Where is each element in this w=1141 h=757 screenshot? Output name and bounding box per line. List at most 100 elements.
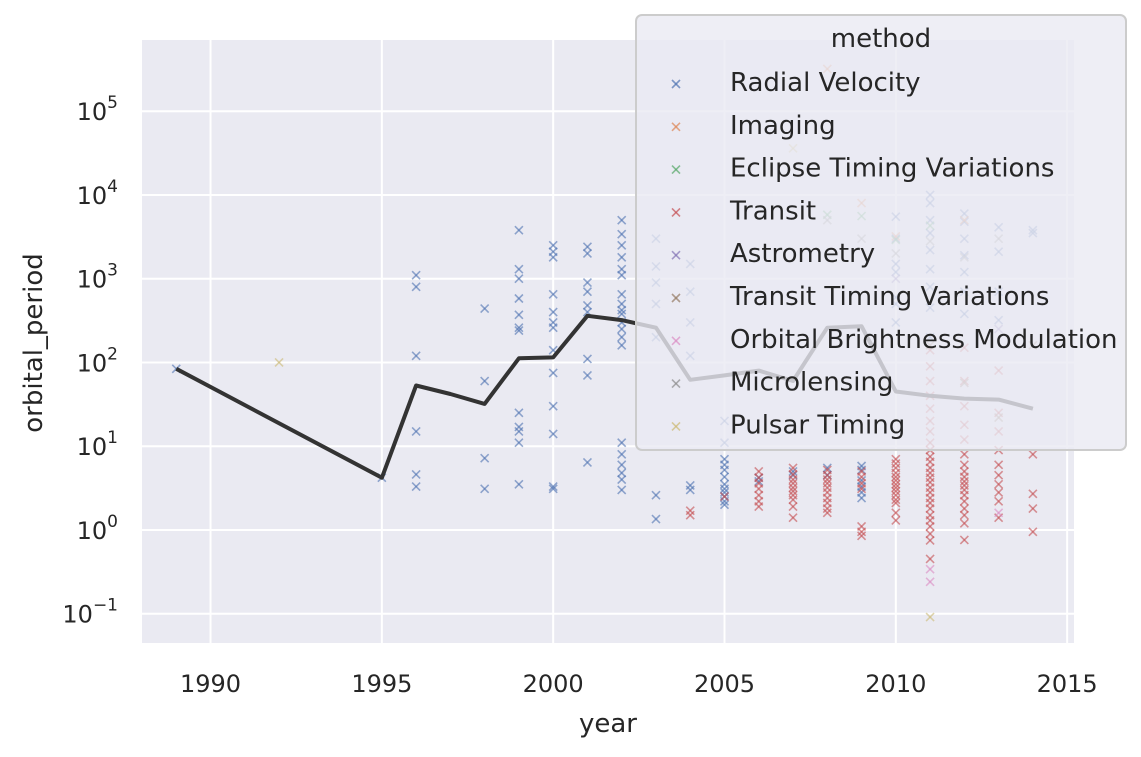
scatter-point — [1028, 489, 1038, 499]
scatter-point — [959, 503, 969, 514]
scatter-point — [514, 225, 524, 235]
scatter-point — [514, 293, 524, 304]
y-axis-title: orbital_period — [19, 253, 49, 433]
scatter-point — [411, 282, 421, 292]
scatter-point — [994, 496, 1004, 506]
legend-marker — [671, 379, 681, 389]
scatter-point — [754, 502, 764, 512]
legend-entry: Pulsar Timing — [671, 410, 905, 440]
scatter-point — [1028, 527, 1038, 537]
legend-box — [635, 14, 1127, 451]
scatter-point — [514, 326, 524, 336]
scatter-point — [891, 515, 901, 525]
x-tick-labels: 1990 1995 2000 2005 2010 2015 — [180, 670, 1098, 698]
scatter-point — [719, 484, 730, 494]
scatter-point — [480, 376, 490, 386]
y-tick-label: 103 — [77, 261, 118, 294]
scatter-point — [754, 476, 764, 486]
scatter-point — [411, 351, 421, 361]
scatter-point — [514, 479, 524, 489]
legend-label: Microlensing — [730, 368, 893, 398]
x-tick-label: 1995 — [351, 670, 412, 698]
scatter-point — [891, 495, 901, 505]
scatter-point — [617, 289, 627, 299]
scatter-point — [925, 529, 935, 539]
scatter-point — [788, 483, 798, 493]
scatter-point — [994, 508, 1004, 518]
scatter-point — [925, 554, 935, 564]
scatter-point — [514, 438, 524, 448]
legend-entry: Eclipse Timing Variations — [671, 154, 1054, 184]
scatter-point — [274, 357, 284, 368]
legend-entries: Radial Velocity Imaging Eclipse Timing Var… — [671, 68, 1118, 440]
legend-entry: Astrometry — [671, 239, 875, 269]
scatter-point — [514, 310, 524, 320]
legend-marker — [671, 336, 681, 346]
scatter-point — [959, 476, 969, 486]
scatter-point — [822, 508, 832, 518]
y-tick-labels: 10−1 100 101 102 103 104 105 — [62, 93, 118, 629]
scatter-point — [856, 531, 867, 541]
scatter-point — [548, 401, 558, 411]
y-tick-label: 10−1 — [62, 596, 118, 629]
scatter-point — [685, 510, 695, 520]
scatter-point — [480, 484, 490, 494]
scatter-point — [959, 535, 969, 545]
scatter-point — [582, 277, 593, 288]
legend-label: Radial Velocity — [730, 68, 921, 98]
scatter-point — [822, 474, 832, 485]
scatter-point — [514, 408, 524, 418]
scatter-point — [856, 493, 867, 503]
scatter-point — [514, 274, 524, 284]
scatter-point — [719, 472, 730, 482]
scatter-point — [617, 460, 627, 470]
scatter-point — [891, 468, 901, 478]
scatter-point — [788, 486, 798, 496]
scatter-point — [617, 474, 627, 485]
scatter-point — [788, 502, 798, 512]
scatter-point — [411, 481, 421, 492]
legend-marker — [671, 293, 681, 303]
scatter-point — [548, 368, 558, 378]
x-tick-label: 2000 — [523, 670, 584, 698]
legend-entry: Orbital Brightness Modulation — [671, 325, 1118, 355]
scatter-point — [685, 485, 695, 495]
x-tick-label: 2005 — [694, 670, 755, 698]
scatter-point — [925, 503, 935, 514]
scatter-point — [548, 307, 558, 317]
scatter-point — [548, 429, 558, 439]
scatter-point — [788, 463, 798, 473]
scatter-point — [719, 487, 730, 498]
scatter-point — [411, 270, 421, 280]
scatter-point — [617, 438, 627, 448]
scatter-point — [651, 514, 661, 524]
scatter-point — [891, 508, 901, 518]
scatter-point — [617, 270, 627, 280]
legend-entry: Imaging — [671, 111, 836, 141]
scatter-point — [788, 466, 798, 476]
legend-entry: Microlensing — [671, 368, 893, 398]
scatter-point — [582, 370, 593, 380]
x-tick-label: 1990 — [180, 670, 241, 698]
scatter-point — [514, 323, 524, 333]
legend-entry: Transit Timing Variations — [671, 282, 1049, 312]
scatter-point — [617, 485, 627, 495]
scatter-point — [891, 483, 901, 493]
scatter-point — [788, 513, 798, 523]
legend-marker — [671, 79, 681, 89]
scatter-point — [891, 486, 901, 496]
scatter-point — [891, 498, 901, 508]
scatter-point — [959, 518, 969, 528]
legend-marker — [671, 165, 681, 175]
y-tick-label: 102 — [77, 344, 118, 377]
scatter-point — [582, 300, 593, 310]
legend-label: Transit Timing Variations — [729, 282, 1049, 312]
scatter-point — [582, 242, 593, 252]
scatter-point — [856, 465, 867, 475]
scatter-point — [925, 577, 935, 587]
legend-marker — [671, 421, 681, 431]
scatter-point — [891, 472, 901, 482]
x-axis-title: year — [579, 709, 637, 739]
scatter-point — [891, 479, 901, 489]
scatter-point — [651, 490, 661, 500]
